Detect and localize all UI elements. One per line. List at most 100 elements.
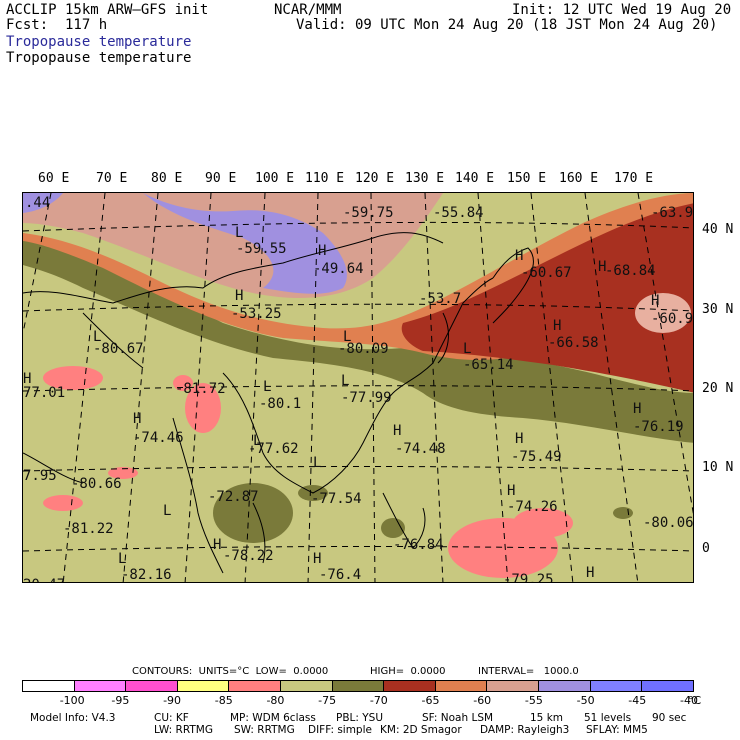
contour-label: L bbox=[118, 551, 127, 567]
contour-label: -81.72 bbox=[175, 381, 226, 397]
contour-label: H bbox=[133, 411, 142, 427]
colorbar-cell bbox=[539, 681, 591, 691]
colorbar-cell bbox=[281, 681, 333, 691]
model-title: ACCLIP 15km ARW–GFS init bbox=[6, 2, 209, 18]
colorbar-tick: -70 bbox=[369, 694, 388, 707]
colorbar-cell bbox=[435, 681, 488, 691]
colorbar-cell bbox=[74, 681, 127, 691]
lon-label: 160 E bbox=[559, 171, 599, 186]
contour-label: H bbox=[235, 288, 244, 304]
init-time: Init: 12 UTC Wed 19 Aug 20 bbox=[512, 2, 732, 18]
lon-label: 90 E bbox=[205, 171, 237, 186]
contour-label: H bbox=[515, 431, 524, 447]
contour-label: -74.48 bbox=[395, 441, 446, 457]
lon-label: 130 E bbox=[405, 171, 445, 186]
lon-label: 100 E bbox=[255, 171, 295, 186]
contour-label: L bbox=[163, 503, 172, 519]
contour-label: H bbox=[633, 401, 642, 417]
lon-label: 70 E bbox=[96, 171, 128, 186]
contour-label: -74.46 bbox=[133, 430, 184, 446]
contour-label: -80.06 bbox=[643, 515, 694, 531]
lon-label: 80 E bbox=[151, 171, 183, 186]
field-band-lavender bbox=[143, 193, 347, 294]
graticule bbox=[23, 193, 693, 582]
contour-label: H bbox=[213, 537, 222, 553]
colorbar-tick: -85 bbox=[214, 694, 233, 707]
footer-item: LW: RRTMG bbox=[154, 724, 213, 736]
longitude-axis: 60 E 70 E 80 E 90 E 100 E 110 E 120 E 130 E 140 … bbox=[0, 171, 740, 187]
colorbar-cell bbox=[487, 681, 540, 691]
footer-item: KM: 2D Smagor bbox=[380, 724, 462, 736]
contour-label: .44 bbox=[25, 195, 51, 211]
colorbar-cell bbox=[642, 681, 693, 691]
contour-label: L bbox=[313, 455, 322, 471]
colorbar-tick: -45 bbox=[628, 694, 647, 707]
contour-label: 77.01 bbox=[23, 385, 66, 401]
contour-label: 20.47 bbox=[23, 577, 65, 582]
contour-label: H bbox=[393, 423, 402, 439]
contour-label: -76.84 bbox=[393, 537, 444, 553]
lat-label: 0 bbox=[702, 541, 710, 556]
valid-time: Valid: 09 UTC Mon 24 Aug 20 (18 JST Mon … bbox=[296, 17, 718, 33]
footer-item: MP: WDM 6class bbox=[230, 712, 316, 724]
colorbar-unit: °C bbox=[688, 694, 702, 707]
lon-label: 170 E bbox=[614, 171, 654, 186]
colorbar-tick: -100 bbox=[59, 694, 85, 707]
colorbar-ticks: -100 -95 -90 -85 -80 -75 -70 -65 -60 -55 -50 -45 -40… bbox=[0, 694, 740, 708]
footer-item: DIFF: simple bbox=[308, 724, 372, 736]
contour-label: -77.99 bbox=[341, 390, 392, 406]
footer-item: DAMP: Rayleigh3 bbox=[480, 724, 570, 736]
contour-label: -77.54 bbox=[311, 491, 362, 507]
contour-label: -80.66 bbox=[71, 476, 122, 492]
colorbar-cell bbox=[590, 681, 643, 691]
contour-label: H bbox=[507, 483, 516, 499]
contour-label: -76.4 bbox=[319, 567, 362, 583]
contour-label: H bbox=[651, 293, 660, 309]
lon-label: 140 E bbox=[455, 171, 495, 186]
contour-label: -53.25 bbox=[231, 306, 282, 322]
contour-label: L bbox=[253, 433, 262, 449]
colorbar-cell bbox=[177, 681, 230, 691]
contour-label: H bbox=[586, 565, 595, 581]
field-title: Tropopause temperature bbox=[6, 50, 192, 66]
contour-label: L bbox=[263, 379, 272, 395]
colorbar-cell bbox=[229, 681, 282, 691]
contour-label: L bbox=[341, 373, 350, 389]
lat-label: 10 N bbox=[702, 460, 734, 475]
field-cold-patches bbox=[43, 366, 573, 578]
colorbar-tick: -40 bbox=[680, 694, 698, 707]
footer-item: PBL: YSU bbox=[336, 712, 384, 724]
colorbar-tick: -55 bbox=[524, 694, 543, 707]
footer-item: Model Info: V4.3 bbox=[30, 712, 116, 724]
contour-label: L bbox=[235, 225, 244, 241]
field-band-olive bbox=[23, 233, 693, 443]
contour-label: H bbox=[515, 248, 524, 264]
contour-label: H bbox=[318, 243, 327, 259]
contour-label: -78.22 bbox=[223, 548, 274, 564]
contour-label: -72.87 bbox=[208, 489, 259, 505]
contour-label: H bbox=[23, 371, 32, 387]
colorbar-tick: -90 bbox=[163, 694, 182, 707]
colorbar-tick: -95 bbox=[111, 694, 130, 707]
contour-label: H bbox=[598, 259, 607, 275]
colorbar-cell bbox=[332, 681, 385, 691]
colorbar-tick: -60 bbox=[473, 694, 492, 707]
contour-label: -80.67 bbox=[93, 341, 144, 357]
colorbar-tick: -75 bbox=[318, 694, 337, 707]
contour-label: -59.75 bbox=[343, 205, 394, 221]
contour-interval: INTERVAL= 1000.0 bbox=[478, 666, 579, 677]
lon-label: 60 E bbox=[38, 171, 70, 186]
lon-label: 120 E bbox=[355, 171, 395, 186]
contour-label: L bbox=[463, 341, 472, 357]
contour-label: L bbox=[93, 329, 102, 345]
contour-label: -55.84 bbox=[433, 205, 484, 221]
contour-label: -82.16 bbox=[121, 567, 172, 583]
footer-item: 90 sec bbox=[652, 712, 687, 724]
colorbar-cell bbox=[23, 681, 75, 691]
map-panel: .44 -59.75 -55.84 -63.9 L -59.55 H -49.64 H -60.6… bbox=[22, 192, 694, 583]
contour-label: -76.19 bbox=[633, 419, 684, 435]
contour-label: -75.49 bbox=[511, 449, 562, 465]
field-title-blue: Tropopause temperature bbox=[6, 34, 192, 50]
contour-label: -77.62 bbox=[248, 441, 299, 457]
contour-label: -80.09 bbox=[338, 341, 389, 357]
